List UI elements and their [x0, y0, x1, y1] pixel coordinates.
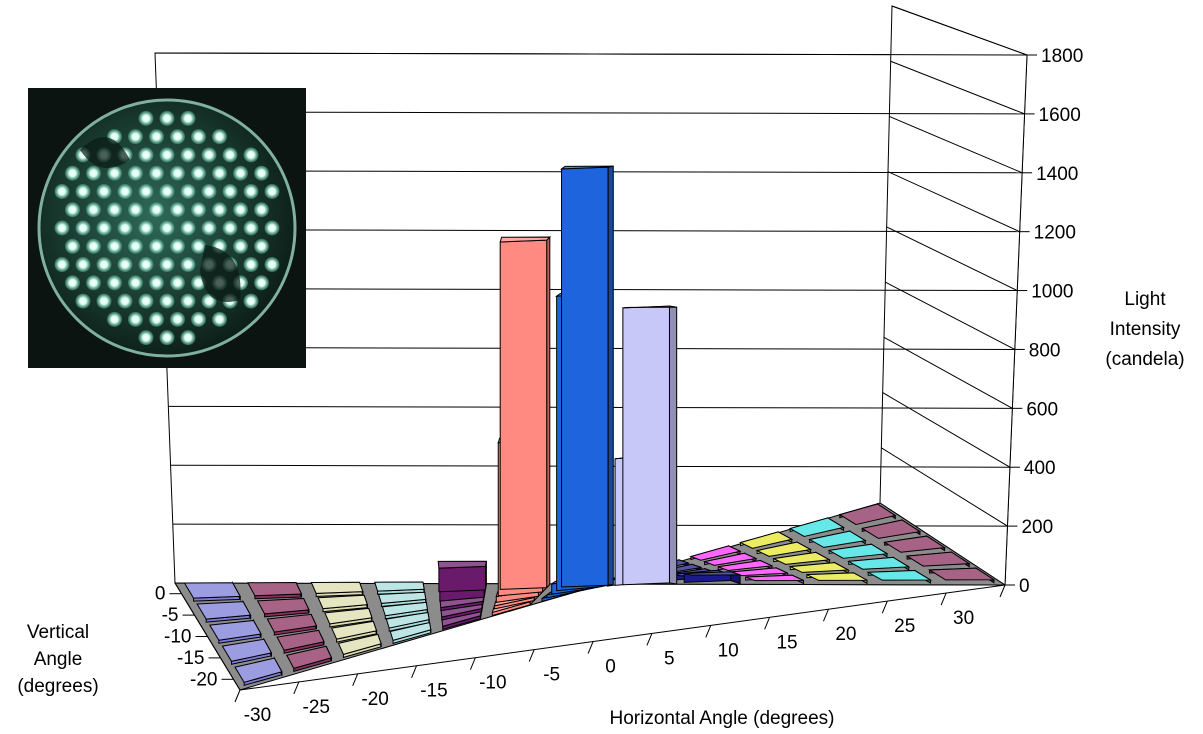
bar-x-15-y-15	[385, 611, 430, 632]
z-axis: 0 200 400 600 800 1000 1200 1400 1600 1800	[1005, 46, 1083, 597]
z-tick-label: 1400	[1036, 164, 1078, 185]
bar-x-30-y-15	[221, 637, 273, 665]
chart-bars	[183, 165, 996, 686]
bar-x-5-y0	[499, 235, 552, 590]
bar-x25-y-20	[788, 517, 845, 537]
bar-x25-y-10	[827, 543, 889, 559]
bar-x25-y0	[866, 569, 933, 584]
x-tick-label: -15	[420, 681, 447, 702]
bar-x-25-y-15	[276, 629, 325, 654]
z-tick-label: 1000	[1031, 282, 1073, 303]
x-tick-label: -5	[543, 665, 560, 686]
bar-x-25-y-20	[286, 645, 333, 673]
bar-x15-y-15	[702, 552, 758, 566]
bar-x-15-y0	[374, 581, 425, 595]
x-tick-label: -30	[244, 705, 271, 726]
z-tick-label: 1200	[1034, 223, 1076, 244]
bar-x-20-y-5	[317, 594, 369, 613]
x-tick-label: 20	[835, 624, 856, 645]
bar-x-10-y0	[437, 560, 487, 593]
bar-x30-y-15	[860, 519, 922, 539]
bar-x30-y-20	[838, 503, 897, 526]
z-axis-title-line-1: Light	[1124, 289, 1166, 310]
bar-x30-y-5	[905, 551, 971, 568]
bar-x-15-y-10	[381, 601, 429, 620]
y-tick-label: 0	[155, 584, 166, 605]
bar-x20-y-20	[739, 531, 794, 549]
x-tick-label: 10	[718, 640, 739, 661]
led-traffic-signal-photo	[28, 88, 306, 368]
bar-x30-y-10	[883, 535, 947, 553]
bar-x-20-y-15	[330, 620, 378, 643]
y-tick-label: -20	[190, 669, 217, 690]
z-tick-label: 400	[1024, 458, 1056, 479]
bar-x15-y-20	[689, 545, 742, 561]
x-tick-label: 0	[605, 657, 616, 678]
bar-x20-y-10	[772, 551, 832, 565]
bar-x-30-y-5	[196, 599, 252, 623]
x-tick-label: 15	[776, 632, 797, 653]
y-tick-label: -15	[177, 648, 204, 669]
bar-x-15-y-20	[389, 621, 432, 645]
y-axis-title-line-3: (degrees)	[17, 676, 98, 697]
bar-x15-y-10	[717, 559, 774, 571]
bar-x15-y-5	[731, 567, 789, 577]
bar-x-30-y-20	[234, 656, 283, 686]
bar-x25-y-15	[808, 530, 867, 548]
y-tick-label: -10	[164, 627, 191, 648]
x-tick-label: 5	[664, 648, 675, 669]
bar-x-25-y0	[247, 582, 303, 600]
z-tick-label: 1600	[1039, 105, 1081, 126]
bar-x0-y0	[559, 165, 614, 588]
bar-x10-y0	[683, 571, 741, 585]
bar-x20-y-5	[788, 561, 851, 574]
z-tick-label: 600	[1026, 399, 1058, 420]
z-axis-title: Light Intensity (candela)	[1105, 289, 1184, 370]
bar-x15-y0	[745, 574, 805, 585]
bar-x-30-y-10	[208, 618, 262, 644]
z-tick-label: 1800	[1041, 46, 1083, 67]
y-axis-title-line-2: Angle	[34, 649, 83, 670]
bar-x25-y-5	[847, 556, 911, 571]
z-tick-label: 800	[1029, 340, 1061, 361]
y-axis-title: Vertical Angle (degrees)	[17, 622, 98, 697]
bar-x20-y0	[806, 572, 868, 585]
bar-x-20-y0	[310, 581, 364, 597]
z-tick-label: 200	[1021, 517, 1053, 538]
bar-x-20-y-20	[337, 633, 382, 659]
x-tick-label: -25	[303, 697, 330, 718]
bar-x-30-y0	[183, 580, 241, 602]
x-tick-label: 25	[894, 616, 915, 637]
y-tick-label: -5	[162, 605, 179, 626]
bar-x20-y-15	[755, 541, 813, 557]
z-tick-label: 0	[1019, 576, 1030, 597]
x-axis-title: Horizontal Angle (degrees)	[610, 708, 835, 729]
x-axis: -30 -25 -20 -15 -10 -5 0 5 10 15 20 25 30	[234, 584, 1006, 726]
y-axis: 0-5-10-15-20	[155, 582, 241, 690]
x-tick-label: 30	[953, 608, 974, 629]
bar-x30-y0	[927, 567, 996, 584]
bar-x-20-y-10	[324, 607, 373, 628]
bar-x5-y0	[622, 305, 678, 586]
z-axis-title-line-2: Intensity	[1110, 319, 1181, 340]
bar-x-25-y-10	[266, 613, 318, 636]
bar-x-25-y-5	[256, 597, 310, 618]
z-axis-title-line-3: (candela)	[1105, 349, 1184, 370]
y-axis-title-line-1: Vertical	[27, 622, 89, 643]
x-tick-label: -20	[361, 689, 388, 710]
x-tick-label: -10	[479, 673, 506, 694]
